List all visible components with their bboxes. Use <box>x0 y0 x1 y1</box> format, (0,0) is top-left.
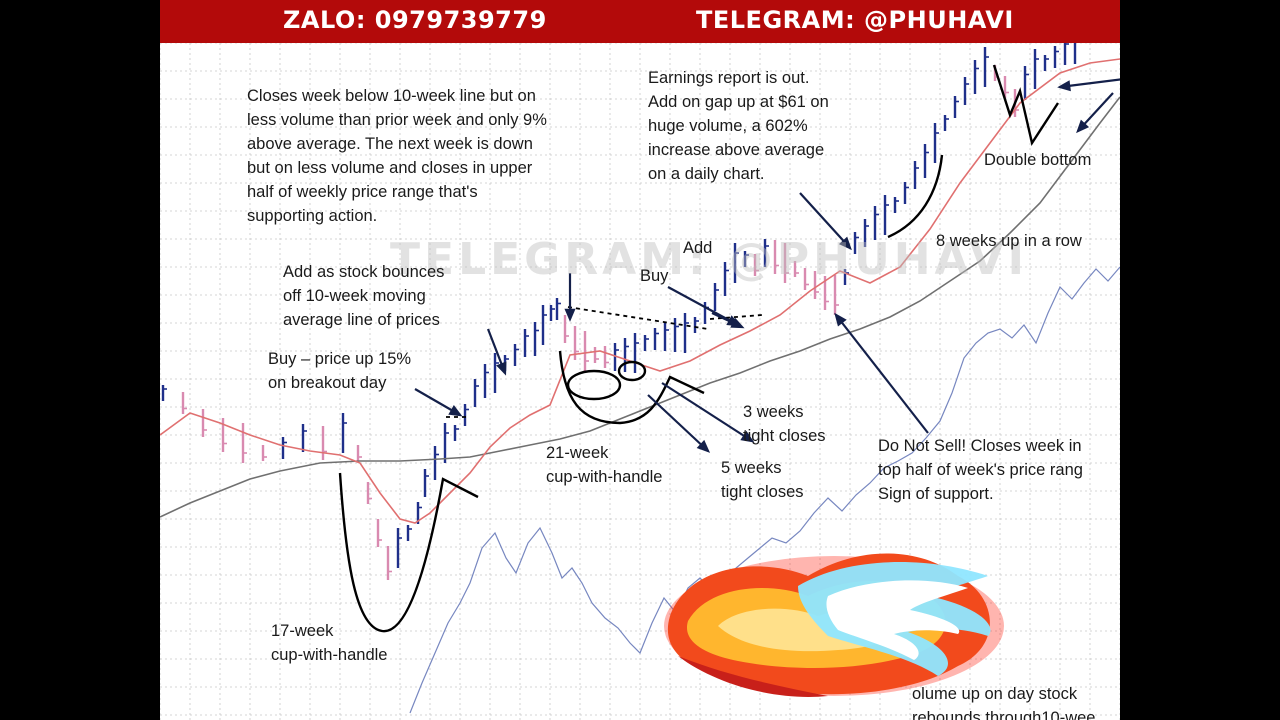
annotation-arrow-shaft <box>647 394 709 452</box>
annotation-arrow-shaft <box>835 314 929 434</box>
tight-closes-3-weeks-ellipse <box>617 360 647 382</box>
annotation-arrow-head <box>564 308 576 322</box>
ma40-line <box>160 96 1120 518</box>
relative-strength-line <box>409 266 1120 714</box>
ma10-line <box>160 58 1120 524</box>
annotation-arrow-shaft <box>799 192 851 249</box>
note-buy-breakout: Buy – price up 15% on breakout day <box>268 350 412 392</box>
annotation-arrow-head <box>696 439 711 453</box>
note-volume-up: olume up on day stock rebounds through10… <box>912 685 1096 720</box>
annotation-arrow-head <box>740 430 755 443</box>
annotation-arrow-head <box>448 405 463 417</box>
cup-pattern-outlines <box>338 64 1060 633</box>
eight-weeks-curve <box>887 154 944 239</box>
note-add-bounce: Add as stock bounces off 10-week moving … <box>283 263 445 329</box>
note-earnings: Earnings report is out. Add on gap up at… <box>648 69 829 183</box>
annotation-arrow-head <box>730 317 745 329</box>
chart-frame: TELEGRAM: @PHUHAVI Closes week below 10-… <box>160 0 1120 720</box>
annotation-arrow-head <box>838 236 852 251</box>
note-buy: Buy <box>640 267 669 285</box>
annotation-arrow-head <box>834 312 847 327</box>
zalo-contact[interactable]: ZALO: 0979739779 <box>283 6 547 34</box>
note-three-weeks: 3 weeks tight closes <box>743 403 826 445</box>
note-cup-21: 21-week cup-with-handle <box>546 444 663 486</box>
cup-21-week-outline <box>558 350 705 425</box>
cup-17-week-outline <box>338 472 479 633</box>
header-banner: ZALO: 0979739779 TELEGRAM: @PHUHAVI <box>160 0 1120 43</box>
double-bottom-zigzag <box>992 64 1060 147</box>
note-cup-17: 17-week cup-with-handle <box>271 622 388 664</box>
note-eight-weeks: 8 weeks up in a row <box>936 232 1082 250</box>
annotation-arrow-head <box>496 361 507 376</box>
note-five-weeks: 5 weeks tight closes <box>721 459 804 501</box>
watermark: TELEGRAM: @PHUHAVI <box>390 234 1029 285</box>
telegram-contact[interactable]: TELEGRAM: @PHUHAVI <box>696 6 1014 34</box>
annotation-arrow-head <box>1057 80 1071 92</box>
note-add: Add <box>683 239 713 257</box>
annotation-arrow-shaft <box>1059 78 1120 89</box>
annotation-arrow-head <box>1076 119 1090 134</box>
note-closes-below: Closes week below 10-week line but on le… <box>247 87 547 225</box>
note-double-bottom: Double bottom <box>984 151 1092 169</box>
fire-sticker-icon <box>664 553 1004 697</box>
handle-dashed-line <box>446 306 763 418</box>
annotation-arrow-shaft <box>661 382 753 442</box>
annotation-arrows <box>414 78 1120 453</box>
note-do-not-sell: Do Not Sell! Closes week in top half of … <box>878 437 1083 503</box>
tight-closes-5-weeks-ellipse <box>566 369 622 401</box>
stock-chart <box>160 43 1120 720</box>
